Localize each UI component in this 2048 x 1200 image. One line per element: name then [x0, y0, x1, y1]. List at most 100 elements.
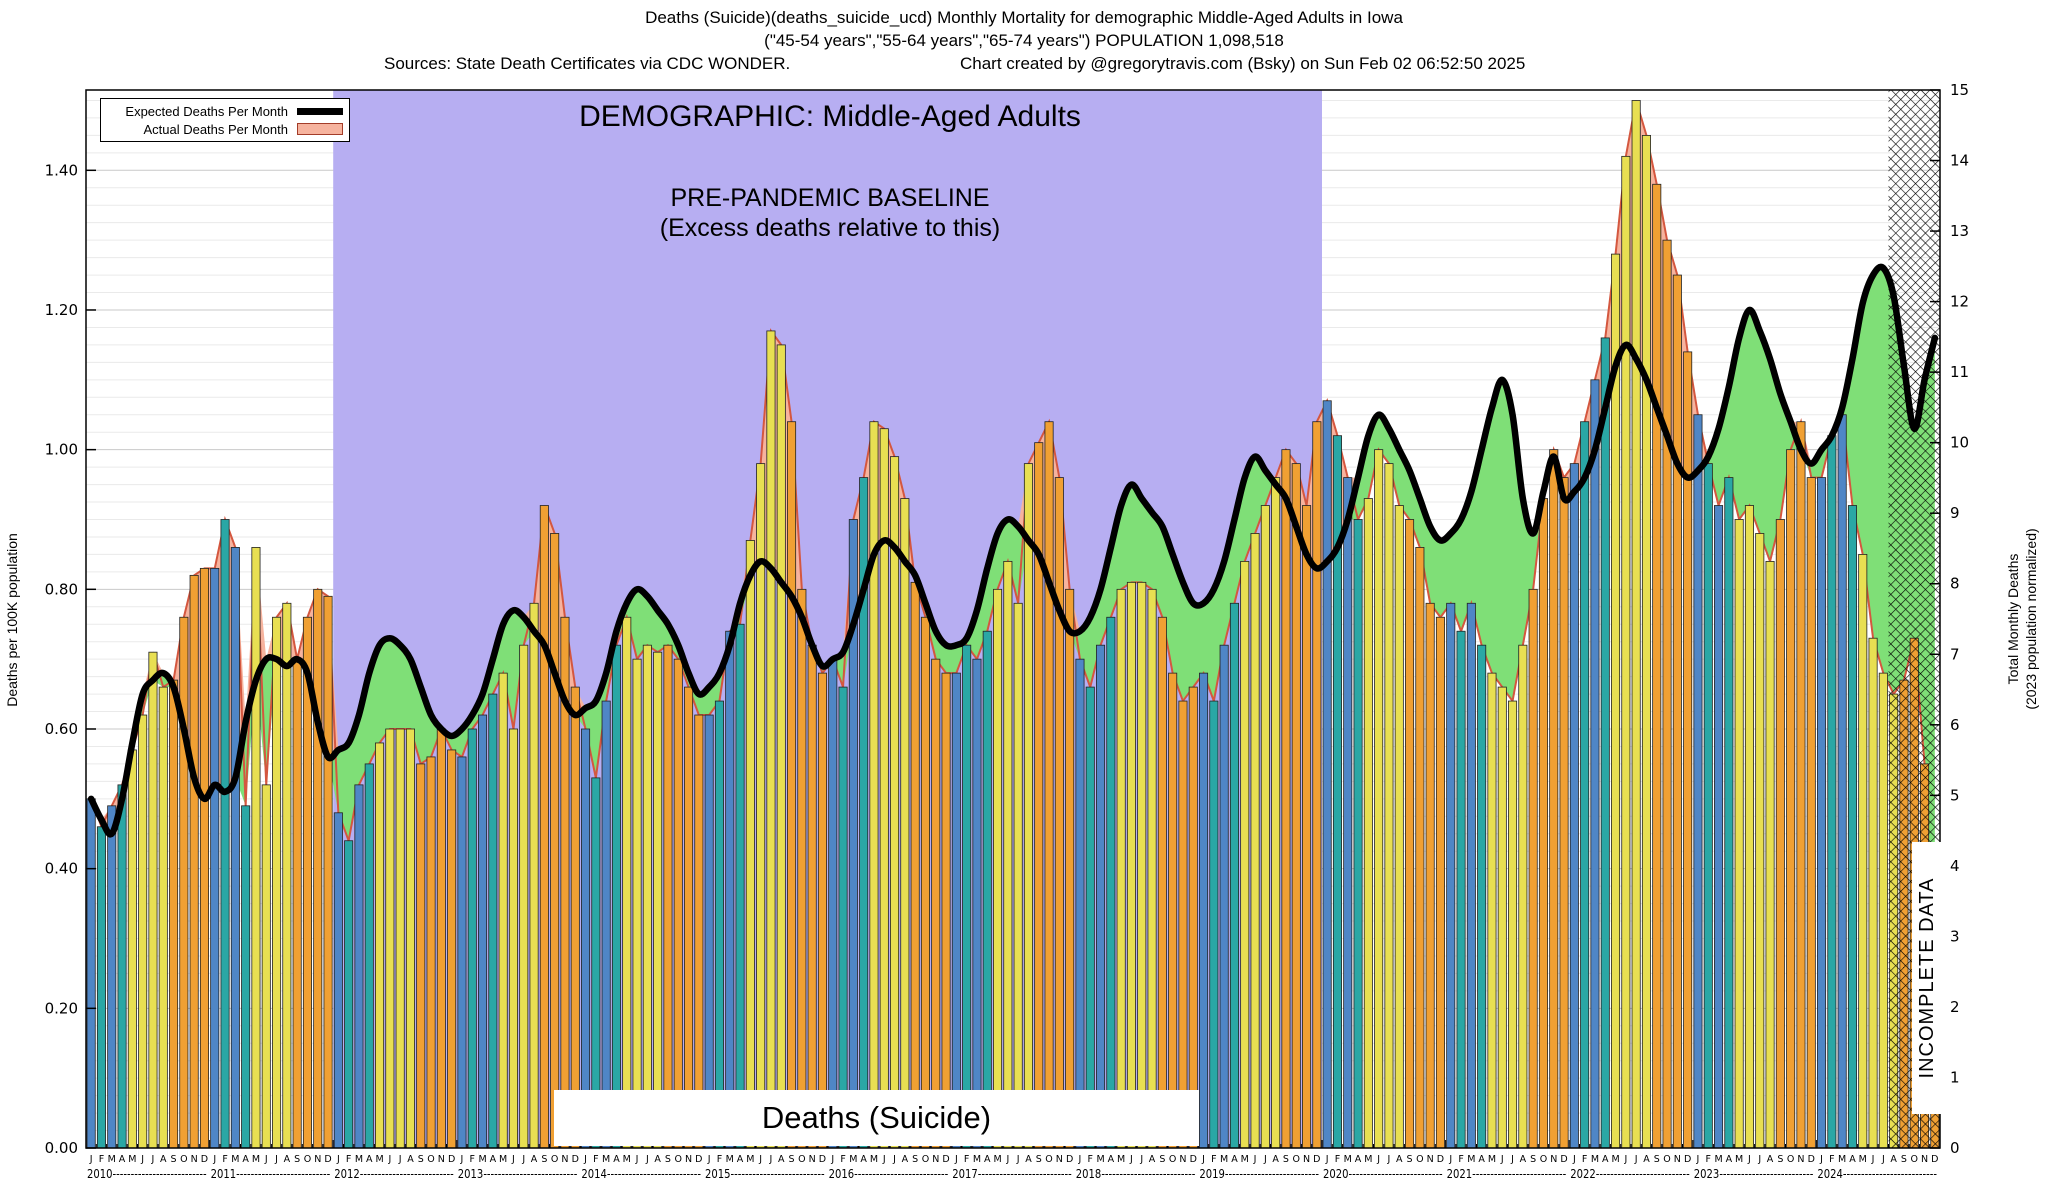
svg-text:J: J [460, 1154, 464, 1165]
svg-text:F: F [99, 1154, 104, 1165]
svg-text:N: N [191, 1154, 198, 1165]
svg-text:A: A [1890, 1154, 1897, 1165]
svg-text:A: A [984, 1154, 991, 1165]
svg-text:A: A [1602, 1154, 1609, 1165]
svg-text:2: 2 [1950, 998, 1960, 1016]
svg-text:2021--------------------------: 2021-------------------------- [1447, 1167, 1567, 1181]
svg-text:M: M [1838, 1154, 1846, 1165]
svg-text:M: M [746, 1154, 754, 1165]
svg-text:A: A [1520, 1154, 1527, 1165]
svg-text:D: D [1437, 1154, 1444, 1165]
svg-text:3: 3 [1950, 927, 1960, 945]
svg-text:M: M [973, 1154, 981, 1165]
svg-text:2016--------------------------: 2016-------------------------- [829, 1167, 949, 1181]
svg-text:J: J [830, 1154, 834, 1165]
svg-text:M: M [1117, 1154, 1125, 1165]
svg-text:0.60: 0.60 [45, 720, 78, 738]
svg-text:M: M [108, 1154, 116, 1165]
svg-text:D: D [819, 1154, 826, 1165]
svg-text:4: 4 [1950, 857, 1960, 875]
svg-text:F: F [964, 1154, 969, 1165]
legend-expected-label: Expected Deaths Per Month [125, 103, 288, 119]
svg-text:A: A [407, 1154, 414, 1165]
svg-text:N: N [1303, 1154, 1310, 1165]
svg-text:2011--------------------------: 2011-------------------------- [211, 1167, 331, 1181]
svg-text:S: S [541, 1154, 547, 1165]
svg-text:J: J [1500, 1154, 1504, 1165]
svg-text:12: 12 [1950, 293, 1969, 311]
svg-text:J: J [1747, 1154, 1751, 1165]
svg-text:N: N [1179, 1154, 1186, 1165]
svg-text:J: J [1016, 1154, 1020, 1165]
svg-text:A: A [1149, 1154, 1156, 1165]
baseline-label-2: (Excess deaths relative to this) [659, 214, 1001, 242]
svg-text:F: F [222, 1154, 227, 1165]
svg-text:M: M [1591, 1154, 1599, 1165]
svg-text:2018--------------------------: 2018-------------------------- [1076, 1167, 1196, 1181]
svg-text:O: O [922, 1154, 929, 1165]
svg-text:J: J [1387, 1154, 1391, 1165]
svg-text:1: 1 [1950, 1068, 1960, 1086]
svg-text:D: D [942, 1154, 949, 1165]
svg-text:F: F [840, 1154, 845, 1165]
svg-text:A: A [654, 1154, 661, 1165]
svg-text:F: F [1088, 1154, 1093, 1165]
right-axis-label: Total Monthly Deaths (2023 population no… [2004, 454, 2042, 784]
svg-text:A: A [1355, 1154, 1362, 1165]
svg-text:M: M [1096, 1154, 1104, 1165]
chart-title-line2: ("45-54 years","55-64 years","65-74 year… [764, 31, 1284, 50]
svg-text:D: D [1808, 1154, 1815, 1165]
right-axis-label-line2: (2023 population normalized) [2023, 528, 2039, 710]
svg-text:N: N [438, 1154, 445, 1165]
svg-text:2022--------------------------: 2022-------------------------- [1570, 1167, 1690, 1181]
svg-text:A: A [1108, 1154, 1115, 1165]
svg-text:J: J [1263, 1154, 1267, 1165]
svg-text:F: F [470, 1154, 475, 1165]
svg-text:10: 10 [1950, 434, 1969, 452]
svg-text:N: N [1427, 1154, 1434, 1165]
svg-text:J: J [1757, 1154, 1761, 1165]
svg-text:M: M [1735, 1154, 1743, 1165]
svg-text:J: J [274, 1154, 278, 1165]
svg-text:J: J [1871, 1154, 1875, 1165]
svg-text:S: S [294, 1154, 300, 1165]
svg-text:M: M [1714, 1154, 1722, 1165]
actual-area-swatch [297, 123, 343, 135]
svg-text:J: J [707, 1154, 711, 1165]
svg-text:S: S [1159, 1154, 1165, 1165]
svg-text:J: J [1005, 1154, 1009, 1165]
svg-text:S: S [171, 1154, 177, 1165]
svg-text:S: S [1901, 1154, 1907, 1165]
svg-text:A: A [490, 1154, 497, 1165]
svg-text:M: M [870, 1154, 878, 1165]
right-axis-label-line1: Total Monthly Deaths [2005, 553, 2021, 685]
svg-text:O: O [180, 1154, 187, 1165]
svg-text:J: J [882, 1154, 886, 1165]
svg-text:O: O [1911, 1154, 1918, 1165]
svg-text:S: S [912, 1154, 918, 1165]
svg-text:2012--------------------------: 2012-------------------------- [334, 1167, 454, 1181]
svg-text:0: 0 [1950, 1139, 1960, 1157]
svg-text:A: A [1643, 1154, 1650, 1165]
svg-text:J: J [1881, 1154, 1885, 1165]
svg-text:M: M [375, 1154, 383, 1165]
svg-text:D: D [1190, 1154, 1197, 1165]
svg-text:9: 9 [1950, 504, 1960, 522]
svg-text:F: F [1211, 1154, 1216, 1165]
svg-text:M: M [1488, 1154, 1496, 1165]
svg-text:J: J [635, 1154, 639, 1165]
svg-text:J: J [1696, 1154, 1700, 1165]
svg-text:6: 6 [1950, 716, 1960, 734]
svg-text:J: J [645, 1154, 649, 1165]
svg-text:0.20: 0.20 [45, 999, 78, 1017]
svg-text:N: N [1797, 1154, 1804, 1165]
svg-text:A: A [1767, 1154, 1774, 1165]
svg-text:A: A [902, 1154, 909, 1165]
svg-text:J: J [583, 1154, 587, 1165]
demographic-label: DEMOGRAPHIC: Middle-Aged Adults [579, 100, 1081, 133]
svg-text:A: A [860, 1154, 867, 1165]
svg-text:J: J [398, 1154, 402, 1165]
svg-text:M: M [231, 1154, 239, 1165]
svg-text:2015--------------------------: 2015-------------------------- [705, 1167, 825, 1181]
